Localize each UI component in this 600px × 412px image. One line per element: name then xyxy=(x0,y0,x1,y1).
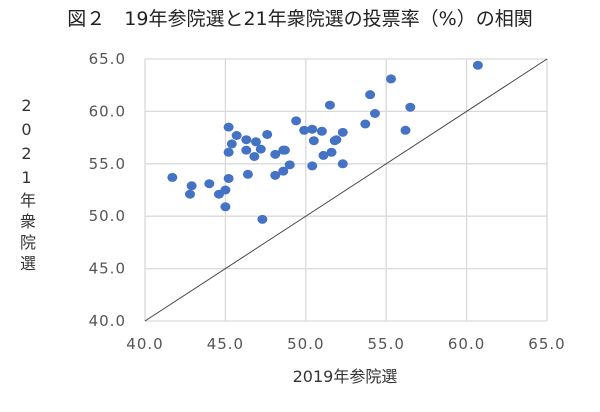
data-point xyxy=(270,170,281,180)
data-point xyxy=(223,122,234,132)
x-axis-label: 2019年参院選 xyxy=(293,367,398,386)
data-point xyxy=(331,135,342,145)
data-point xyxy=(307,124,318,134)
data-point xyxy=(386,74,397,84)
data-point xyxy=(299,125,310,135)
data-point xyxy=(255,144,266,154)
data-point xyxy=(337,127,348,137)
reference-line-y-equals-x xyxy=(144,58,548,322)
data-point xyxy=(185,189,196,199)
data-point xyxy=(242,169,253,179)
data-point xyxy=(405,102,416,112)
data-point xyxy=(326,147,337,157)
data-point xyxy=(223,173,234,183)
y-tick-label: 60.0 xyxy=(89,102,126,120)
data-point xyxy=(270,149,281,159)
x-tick-label: 55.0 xyxy=(367,335,404,353)
x-tick-label: 50.0 xyxy=(287,335,324,353)
data-point xyxy=(360,119,371,129)
data-point xyxy=(324,100,335,110)
data-point xyxy=(226,139,237,149)
data-point xyxy=(231,131,242,141)
data-point xyxy=(220,202,231,212)
y-tick-label: 40.0 xyxy=(89,312,126,330)
data-point xyxy=(250,137,261,147)
x-tick-label: 65.0 xyxy=(528,335,565,353)
data-point xyxy=(223,147,234,157)
y-axis-label: 2021年衆院選 xyxy=(17,96,36,276)
data-point xyxy=(204,179,215,189)
data-point xyxy=(220,185,231,195)
x-tick-label: 45.0 xyxy=(207,335,244,353)
data-point xyxy=(365,90,376,100)
data-point xyxy=(318,150,329,160)
chart-title: 図２ 19年参院選と21年衆院選の投票率（%）の相関 xyxy=(67,8,533,30)
x-tick-label: 60.0 xyxy=(448,335,485,353)
data-point xyxy=(257,214,268,224)
data-point xyxy=(186,181,197,191)
data-point xyxy=(284,160,295,170)
data-point xyxy=(167,172,178,182)
y-tick-label: 55.0 xyxy=(89,155,126,173)
y-tick-label: 65.0 xyxy=(89,50,126,68)
data-point xyxy=(337,159,348,169)
data-point xyxy=(472,60,483,70)
data-point xyxy=(262,129,273,139)
data-point xyxy=(400,125,411,135)
data-point xyxy=(241,135,252,145)
x-tick-label: 40.0 xyxy=(126,335,163,353)
y-tick-label: 50.0 xyxy=(89,207,126,225)
data-point xyxy=(291,116,302,126)
y-tick-label: 45.0 xyxy=(89,260,126,278)
data-point xyxy=(307,161,318,171)
data-point xyxy=(308,136,319,146)
data-point xyxy=(316,126,327,136)
data-point xyxy=(278,166,289,176)
data-point xyxy=(279,145,290,155)
data-point xyxy=(249,151,260,161)
data-point xyxy=(241,145,252,155)
data-point xyxy=(369,108,380,118)
